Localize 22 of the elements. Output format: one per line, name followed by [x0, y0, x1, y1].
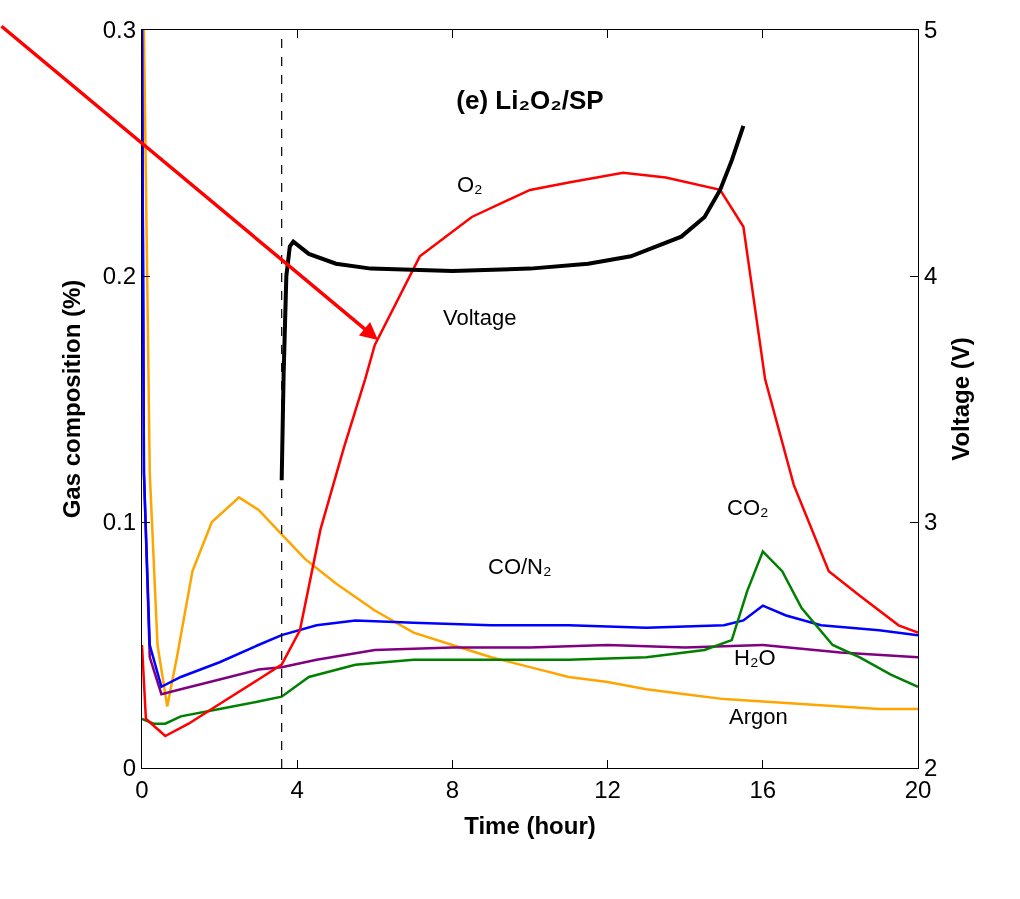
y2-tick-label: 5: [923, 16, 938, 44]
text: (e) Li₂O₂/SP: [456, 85, 604, 116]
x-tick-label: 4: [290, 775, 304, 803]
y-tick-label: 0.2: [102, 262, 137, 290]
text: CO/N₂: [488, 554, 552, 579]
y2-tick-label: 3: [923, 508, 938, 536]
y-tick-label: 0.1: [102, 508, 137, 536]
series-label: H₂O: [734, 645, 776, 670]
y2-tick-label: 4: [923, 262, 938, 290]
y-tick-label: 0.3: [102, 16, 137, 44]
series-label: CO₂: [727, 495, 769, 520]
y-tick-label: 0: [122, 754, 137, 782]
x-tick-label: 8: [445, 775, 460, 803]
y-axis-title: Gas composition (%): [57, 279, 85, 519]
x-tick-label: 16: [749, 775, 777, 803]
series-label: Argon: [729, 704, 788, 729]
series-label: O₂: [457, 172, 483, 197]
line-series: [142, 171, 918, 738]
y2-axis-title: Voltage (V): [946, 337, 974, 461]
x-axis-title: Time (hour): [464, 812, 596, 840]
series-label: Voltage: [443, 305, 517, 330]
x-tick-label: 12: [594, 775, 621, 803]
